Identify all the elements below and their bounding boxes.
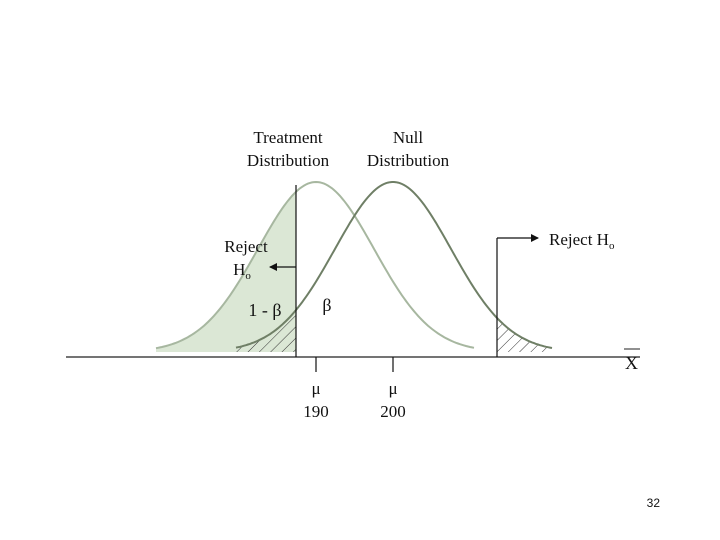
- power-label: 1 - β: [248, 300, 281, 320]
- reject-left-line1: Reject: [224, 237, 268, 256]
- slide-number: 32: [646, 496, 660, 510]
- mu-190-value: 190: [303, 402, 329, 421]
- mu-190-symbol: μ: [311, 379, 320, 398]
- reject-left-subscript: o: [245, 270, 251, 282]
- mu-200-value: 200: [380, 402, 406, 421]
- reject-right-subscript: o: [609, 240, 615, 252]
- null-label-line2: Distribution: [367, 151, 450, 170]
- null-left-tail-hatch: [236, 310, 296, 352]
- treatment-label-line1: Treatment: [253, 128, 323, 147]
- axis-label: X: [625, 353, 638, 373]
- treatment-label-line2: Distribution: [247, 151, 330, 170]
- mu-200-symbol: μ: [388, 379, 397, 398]
- treatment-distribution-curve: [155, 180, 475, 350]
- null-distribution-curve: [235, 181, 553, 349]
- reject-left-line2: Ho: [233, 260, 251, 282]
- null-right-tail-hatch: [497, 317, 552, 352]
- reject-right-label: Reject Ho: [549, 230, 615, 252]
- null-label-line1: Null: [393, 128, 424, 147]
- beta-label: β: [322, 295, 331, 315]
- power-region: [156, 191, 296, 352]
